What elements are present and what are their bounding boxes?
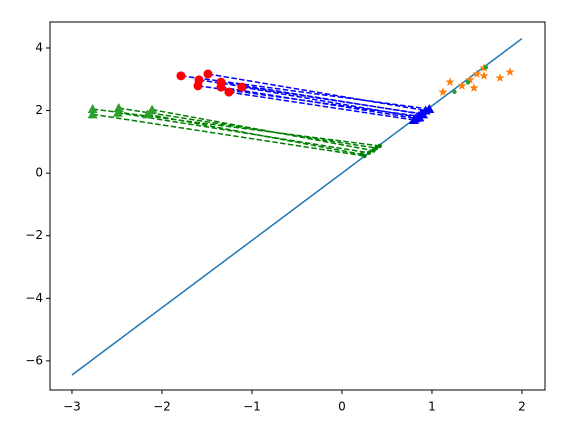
point: [216, 82, 226, 92]
x-tick-label: −2: [153, 400, 171, 414]
x-tick-label: −3: [63, 400, 81, 414]
point: [87, 103, 98, 113]
point: [147, 104, 158, 114]
point: [193, 81, 203, 91]
point: [465, 80, 471, 85]
point: [366, 150, 372, 156]
plot-frame: [49, 21, 546, 391]
point: [87, 109, 98, 119]
point: [203, 69, 213, 79]
x-tick-label: −1: [243, 400, 261, 414]
point: [414, 112, 425, 122]
point: [224, 87, 234, 97]
point: [495, 73, 505, 82]
y-tick-label: 0: [35, 166, 43, 180]
point: [142, 109, 153, 119]
point: [469, 83, 479, 92]
y-tick-label: 4: [35, 40, 43, 54]
point: [483, 65, 489, 70]
y-tick-label: −4: [25, 291, 43, 305]
series-line: [71, 37, 523, 376]
point: [479, 71, 489, 80]
x-tick-label: 1: [428, 400, 436, 414]
point: [438, 87, 448, 96]
y-tick-label: −6: [25, 353, 43, 367]
y-tick-label: −2: [25, 228, 43, 242]
point: [505, 67, 515, 76]
x-tick-label: 0: [338, 400, 346, 414]
point: [472, 69, 482, 78]
point: [113, 103, 124, 113]
point: [359, 152, 364, 157]
point: [237, 82, 247, 92]
series-line: [180, 73, 430, 121]
point: [371, 148, 376, 153]
y-tick-label: 2: [35, 103, 43, 117]
point: [445, 77, 455, 86]
point: [176, 71, 186, 81]
point: [408, 114, 419, 124]
point: [465, 75, 475, 84]
series-line: [92, 107, 380, 157]
point: [377, 143, 382, 149]
x-tick-label: 2: [518, 400, 526, 414]
point: [452, 89, 457, 94]
point: [457, 81, 467, 90]
point: [112, 107, 123, 117]
